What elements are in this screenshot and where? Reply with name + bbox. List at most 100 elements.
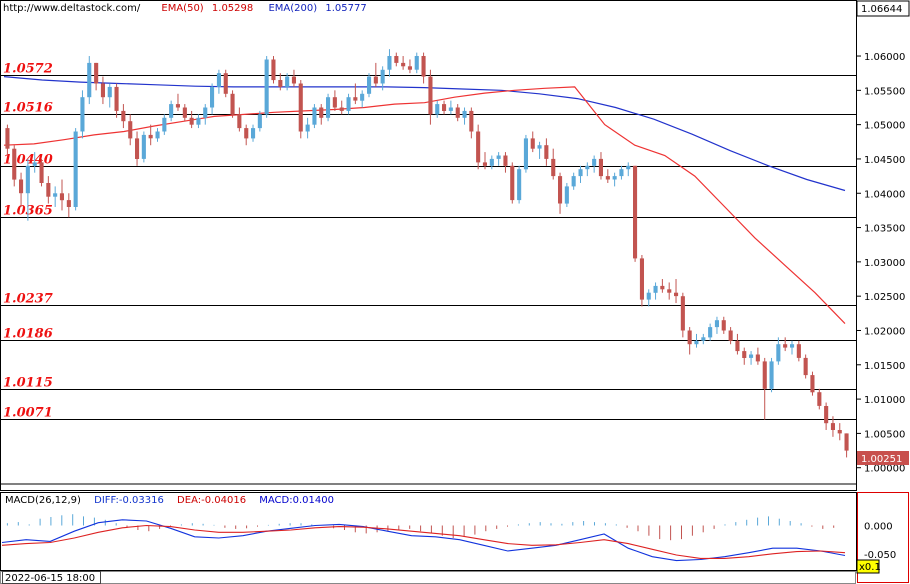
candle-body: [844, 433, 849, 451]
candle-body: [59, 193, 64, 201]
candle-body: [175, 104, 180, 108]
candle-body: [128, 121, 133, 139]
candle-body: [633, 165, 638, 259]
candle-body: [203, 107, 208, 118]
candle-body: [605, 176, 610, 180]
price-tick-label: 1.02000: [864, 326, 905, 337]
candle-body: [714, 320, 719, 328]
candle-body: [694, 340, 699, 345]
candlestick-series[interactable]: [5, 49, 849, 458]
candle-body: [585, 165, 590, 170]
candle-body: [230, 93, 235, 115]
candle-body: [639, 258, 644, 300]
candle-body: [455, 107, 460, 118]
candle-body: [721, 320, 726, 331]
ema200-value: 1.05777: [325, 3, 367, 14]
candle-body: [742, 351, 747, 358]
macd-dea-line: [1, 524, 846, 559]
macd-dea: DEA:-0.04016: [177, 495, 247, 506]
price-tick-label: 1.02500: [864, 292, 905, 303]
macd-params: MACD(26,12,9): [5, 495, 81, 506]
candle-body: [482, 162, 487, 166]
candle-body: [298, 83, 303, 132]
candle-body: [107, 86, 112, 98]
main-chart-panel[interactable]: [0, 0, 857, 491]
candle-body: [73, 131, 78, 207]
candle-body: [612, 176, 617, 180]
candle-body: [667, 289, 672, 293]
candle-body: [530, 138, 535, 149]
candle-body: [216, 73, 221, 87]
macd-value: MACD:0.01400: [259, 495, 334, 506]
candle-body: [223, 73, 228, 94]
candle-body: [755, 354, 760, 362]
candle-body: [776, 344, 781, 362]
source-url[interactable]: http://www.deltastock.com/: [3, 3, 141, 14]
last-price-tag: [857, 451, 909, 465]
candle-body: [346, 97, 351, 111]
candle-body: [503, 155, 508, 166]
candle-body: [380, 69, 385, 84]
price-tick-label: 1.01000: [864, 395, 905, 406]
candle-body: [66, 200, 71, 207]
candle-body: [428, 76, 433, 115]
last-price-label: 1.00251: [861, 454, 902, 465]
candle-body: [687, 330, 692, 345]
candle-body: [196, 117, 201, 125]
candle-body: [646, 292, 651, 300]
candle-body: [571, 176, 576, 187]
candle-body: [626, 165, 631, 170]
candle-body: [619, 169, 624, 177]
macd-header: MACD(26,12,9) DIFF:-0.03316 DEA:-0.04016…: [5, 495, 334, 506]
candle-body: [278, 80, 283, 87]
candle-body: [817, 392, 822, 406]
candle-body: [285, 76, 290, 87]
candle-body: [189, 117, 194, 125]
level-label: 1.0572: [3, 62, 53, 77]
candle-body: [790, 344, 795, 348]
candle-body: [442, 104, 447, 111]
candle-body: [94, 62, 99, 84]
candle-body: [251, 128, 256, 139]
price-tick-label: 1.04000: [864, 189, 905, 200]
current-date-label: 2022-06-15 18:00: [5, 573, 95, 584]
candle-body: [373, 76, 378, 84]
candle-body: [46, 183, 51, 197]
candle-body: [749, 354, 754, 358]
candle-body: [360, 93, 365, 101]
candle-body: [332, 97, 337, 108]
price-tick-label: 1.05500: [864, 86, 905, 97]
top-price-label: 1.06644: [861, 4, 902, 15]
price-tick-label: 1.03000: [864, 258, 905, 269]
candle-body: [469, 110, 474, 132]
candle-body: [141, 134, 146, 159]
candle-body: [523, 138, 528, 170]
candle-body: [53, 193, 58, 197]
candle-body: [414, 56, 419, 70]
candle-body: [401, 62, 406, 67]
candle-body: [564, 186, 569, 204]
candle-body: [210, 86, 215, 108]
candle-body: [435, 104, 440, 115]
candle-body: [803, 357, 808, 376]
candle-body: [510, 165, 515, 201]
candle-body: [783, 344, 788, 348]
candle-body: [537, 145, 542, 149]
candle-body: [12, 148, 17, 180]
candle-body: [769, 361, 774, 389]
candle-body: [837, 430, 842, 434]
candle-body: [312, 107, 317, 125]
candle-body: [244, 128, 249, 139]
zoom-button[interactable]: [856, 559, 880, 574]
candle-body: [830, 423, 835, 430]
candle-body: [674, 292, 679, 297]
candle-body: [169, 104, 174, 118]
price-tick-label: 1.03500: [864, 224, 905, 235]
candle-body: [5, 128, 10, 149]
zoom-label: x0.1: [859, 562, 881, 573]
price-tick-label: 1.00000: [864, 464, 905, 475]
candle-body: [462, 110, 467, 118]
ema-lines: [3, 76, 846, 325]
level-label: 1.0516: [3, 101, 53, 116]
